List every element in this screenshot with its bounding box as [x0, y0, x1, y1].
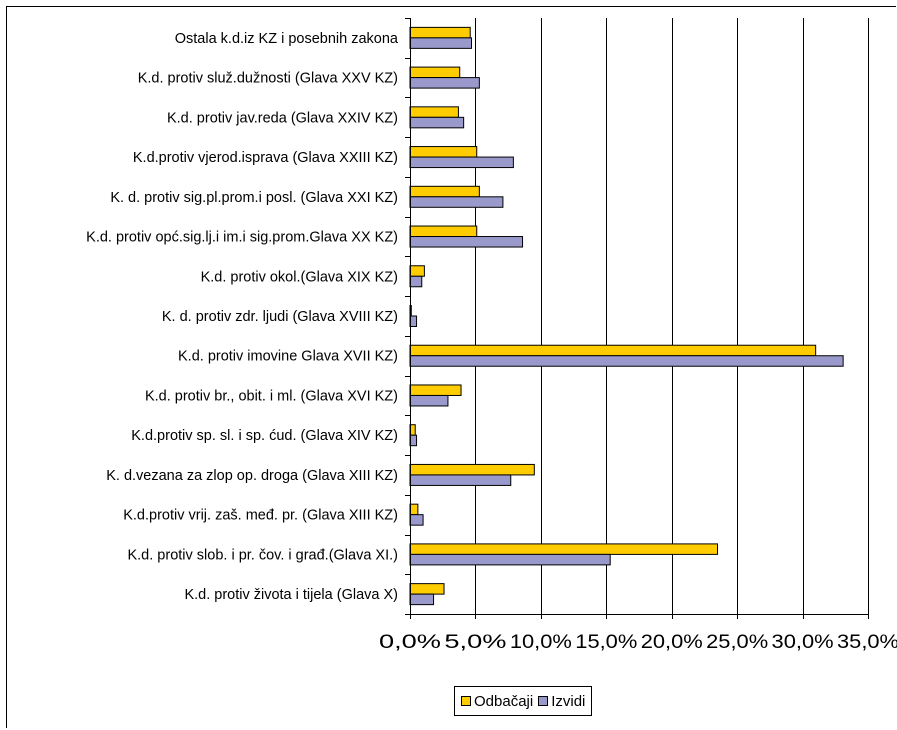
legend-swatch-odbacaji	[461, 696, 471, 706]
bar-odbacaji	[409, 344, 817, 357]
legend-swatch-izvidi	[538, 696, 549, 706]
category-label: K.d.protiv vjerod.isprava (Glava XXIII K…	[133, 150, 398, 166]
bar-izvidi	[409, 593, 435, 606]
bar-izvidi	[409, 275, 423, 288]
category-label: K.d.protiv sp. sl. i sp. ćud. (Glava XIV…	[131, 428, 398, 444]
axes	[405, 18, 869, 619]
bar-izvidi	[409, 116, 465, 129]
x-tick-label: 0,0%	[379, 632, 441, 653]
x-tick-labels: 0,0% 5,0% 10,0% 15,0% 20,0% 25,0% 30,0% 35,0%	[379, 632, 897, 653]
bar-izvidi	[409, 236, 524, 248]
category-label: K.d. protiv imovine Glava XVII KZ)	[178, 349, 398, 365]
bar-odbacaji	[409, 106, 459, 118]
bar-izvidi	[409, 474, 512, 486]
bar-odbacaji	[409, 26, 471, 39]
bar-izvidi	[409, 355, 844, 367]
category-label: K. d. protiv sig.pl.prom.i posl. (Glava …	[110, 190, 398, 206]
category-label: K.d. protiv slob. i pr. čov. i građ.(Gla…	[127, 547, 398, 563]
bar-izvidi	[409, 553, 611, 566]
category-label: K. d. protiv zdr. ljudi (Glava XVIII KZ)	[162, 309, 398, 325]
bar-izvidi	[409, 77, 480, 89]
bar-odbacaji	[409, 463, 535, 476]
category-label: K.d. protiv opć.sig.lj.i im.i sig.prom.G…	[86, 230, 398, 246]
bar-odbacaji	[409, 503, 419, 516]
x-tick-label: 30,0%	[772, 632, 834, 653]
bar-odbacaji	[409, 384, 462, 396]
category-label: K.d. protiv jav.reda (Glava XXIV KZ)	[167, 110, 398, 126]
category-label: K.d. protiv br., obit. i ml. (Glava XVI …	[145, 388, 398, 404]
bars	[409, 26, 844, 606]
bar-odbacaji	[409, 66, 461, 79]
chart-frame	[6, 6, 896, 728]
grid-lines	[475, 18, 869, 614]
bar-izvidi	[409, 37, 473, 49]
x-tick-label: 10,0%	[510, 632, 572, 653]
legend-item-odbacaji: Odbačaji	[461, 693, 533, 710]
bar-izvidi	[409, 394, 449, 407]
x-tick-label: 25,0%	[706, 632, 768, 653]
bar-izvidi	[409, 156, 514, 169]
bar-izvidi	[409, 514, 424, 526]
category-label: K.d.protiv vrij. zaš. međ. pr. (Glava XI…	[123, 508, 398, 524]
bar-odbacaji	[409, 146, 478, 158]
category-label: K.d. protiv okol.(Glava XIX KZ)	[201, 269, 398, 285]
category-labels: Ostala k.d.iz KZ i posebnih zakona K.d. p…	[86, 31, 399, 603]
legend-label-izvidi: Izvidi	[551, 692, 586, 710]
bar-odbacaji	[409, 185, 480, 198]
category-label: K.d. protiv služ.dužnosti (Glava XXV KZ)	[138, 71, 398, 87]
bar-odbacaji	[409, 225, 478, 238]
x-tick-label: 15,0%	[575, 632, 637, 653]
legend-item-izvidi: Izvidi	[538, 693, 585, 710]
x-tick-label: 5,0%	[444, 632, 506, 653]
category-label: Ostala k.d.iz KZ i posebnih zakona	[175, 31, 399, 47]
bar-izvidi	[409, 196, 504, 208]
category-label: K. d.vezana za zlop op. droga (Glava XII…	[106, 468, 398, 484]
x-tick-label: 35,0%	[837, 632, 897, 653]
category-label: K.d. protiv života i tijela (Glava X)	[184, 587, 398, 603]
legend-label-odbacaji: Odbačaji	[474, 692, 534, 710]
legend: Odbačaji Izvidi	[454, 686, 593, 716]
x-tick-label: 20,0%	[641, 632, 703, 653]
bar-odbacaji	[409, 543, 719, 555]
bar-odbacaji	[409, 265, 425, 277]
bar-odbacaji	[409, 583, 445, 595]
